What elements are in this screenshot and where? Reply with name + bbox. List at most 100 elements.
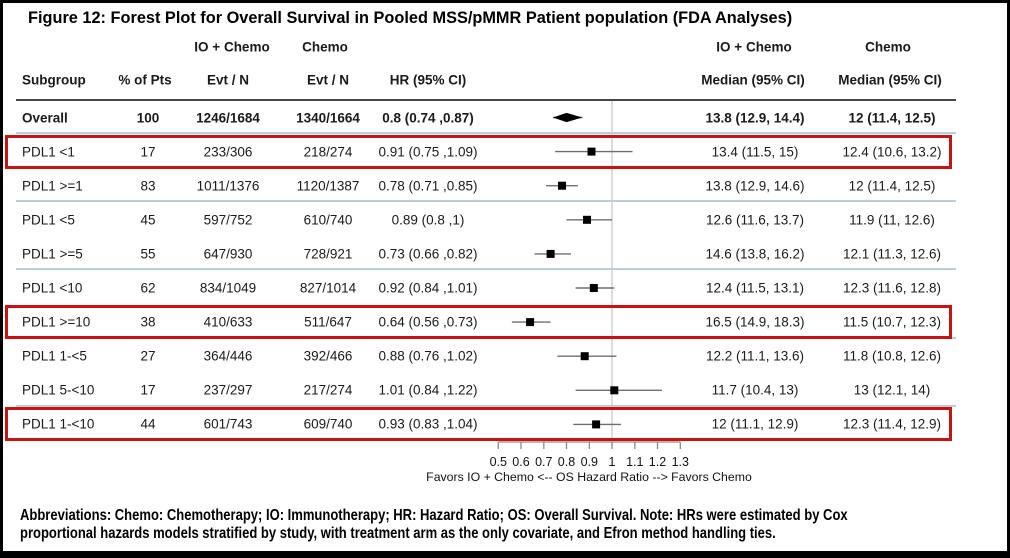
row-separator — [16, 200, 956, 203]
median-chemo-value: 11.9 (11, 12.6) — [849, 212, 935, 228]
median-chemo-value: 13 (12.1, 14) — [853, 382, 931, 398]
subgroup-label: PDL1 >=10 — [22, 314, 91, 330]
subgroup-label: PDL1 <1 — [22, 144, 75, 160]
hr-value: 0.8 (0.74 ,0.87) — [382, 110, 474, 125]
hr-value: 1.01 (0.84 ,1.22) — [378, 382, 478, 398]
axis-tick-label: 0.5 — [490, 455, 507, 469]
pct-value: 44 — [140, 416, 156, 432]
median-io-value: 12.4 (11.5, 13.1) — [705, 280, 805, 296]
evt-chemo-value: 511/647 — [304, 314, 352, 330]
subgroup-label: PDL1 1-<10 — [22, 416, 95, 432]
median-chemo-value: 12 (11.4, 12.5) — [848, 178, 936, 194]
evt-chemo-value: 218/274 — [303, 144, 353, 160]
median-io-value: 14.6 (13.8, 16.2) — [705, 246, 805, 262]
median-io-value: 11.7 (10.4, 13) — [711, 382, 799, 398]
evt-io-value: 1246/1684 — [196, 110, 260, 125]
evt-io-value: 1011/1376 — [196, 178, 260, 194]
figure-title: Figure 12: Forest Plot for Overall Survi… — [28, 8, 793, 27]
subgroup-label: PDL1 <5 — [22, 212, 75, 228]
column-header-median-chemo: Median (95% CI) — [838, 72, 942, 88]
axis-tick-label: 0.8 — [558, 455, 575, 469]
evt-io-value: 237/297 — [203, 382, 253, 398]
evt-chemo-value: 217/274 — [303, 382, 353, 398]
row-separator — [16, 336, 956, 339]
subgroup-label: PDL1 >=1 — [22, 178, 83, 194]
column-header-median-io: Median (95% CI) — [701, 72, 805, 88]
axis-tick-label: 1.3 — [672, 455, 689, 469]
column-header-evt-io: Evt / N — [206, 72, 250, 88]
subgroup-label: PDL1 <10 — [22, 280, 83, 296]
hr-value: 0.93 (0.83 ,1.04) — [378, 416, 478, 432]
pct-value: 62 — [140, 280, 156, 296]
axis-tick-label: 1.1 — [626, 455, 643, 469]
pct-value: 55 — [140, 246, 156, 262]
evt-io-value: 233/306 — [203, 144, 253, 160]
subgroup-label: Overall — [22, 110, 68, 125]
forest-marker — [587, 147, 596, 156]
evt-chemo-value: 392/466 — [303, 348, 353, 364]
evt-io-value: 597/752 — [203, 212, 253, 228]
pct-value: 38 — [140, 314, 156, 330]
hr-value: 0.91 (0.75 ,1.09) — [378, 144, 478, 160]
hr-value: 0.64 (0.56 ,0.73) — [378, 314, 478, 330]
median-chemo-value: 12.4 (10.6, 13.2) — [842, 144, 942, 160]
hr-value: 0.78 (0.71 ,0.85) — [378, 178, 478, 194]
axis-tick-label: 0.6 — [512, 455, 529, 469]
pct-value: 100 — [136, 110, 160, 125]
group-header-io-chemo-left: IO + Chemo — [194, 39, 270, 55]
evt-chemo-value: 1120/1387 — [296, 178, 360, 194]
row-separator — [16, 132, 956, 134]
forest-marker — [546, 249, 555, 258]
axis-caption: Favors IO + Chemo <-- OS Hazard Ratio --… — [426, 470, 752, 484]
median-chemo-value: 12.3 (11.6, 12.8) — [842, 280, 942, 296]
median-chemo-value: 12.1 (11.3, 12.6) — [842, 246, 942, 262]
axis-tick-label: 1.2 — [649, 455, 666, 469]
median-io-value: 12 (11.1, 12.9) — [711, 416, 799, 432]
pct-value: 45 — [140, 212, 156, 228]
median-io-value: 13.4 (11.5, 15) — [711, 144, 799, 160]
subgroup-label: PDL1 >=5 — [22, 246, 83, 262]
group-header-io-chemo-right: IO + Chemo — [716, 39, 792, 55]
pct-value: 17 — [140, 144, 156, 160]
median-chemo-value: 11.5 (10.7, 12.3) — [842, 314, 942, 330]
median-io-value: 12.6 (11.6, 13.7) — [705, 212, 805, 228]
median-io-value: 13.8 (12.9, 14.4) — [705, 110, 805, 125]
evt-chemo-value: 827/1014 — [299, 280, 357, 296]
hr-value: 0.89 (0.8 ,1) — [391, 212, 465, 228]
forest-marker — [583, 215, 591, 224]
column-header-subgroup: Subgroup — [22, 72, 86, 88]
evt-io-value: 601/743 — [203, 416, 253, 432]
hr-value: 0.88 (0.76 ,1.02) — [378, 348, 478, 364]
hr-value: 0.92 (0.84 ,1.01) — [378, 280, 478, 296]
overall-diamond — [552, 112, 583, 123]
column-header-pct: % of Pts — [118, 72, 172, 88]
column-header-evt-chemo: Evt / N — [306, 72, 350, 88]
subgroup-label: PDL1 5-<10 — [22, 382, 95, 398]
axis-tick-label: 1 — [609, 455, 616, 469]
forest-marker — [580, 352, 589, 361]
pct-value: 27 — [140, 348, 156, 364]
evt-io-value: 834/1049 — [199, 280, 257, 296]
pct-value: 17 — [140, 382, 156, 398]
median-chemo-value: 12.3 (11.4, 12.9) — [842, 416, 942, 432]
axis-tick-label: 0.7 — [535, 455, 552, 469]
forest-marker — [526, 318, 535, 327]
forest-marker — [610, 386, 619, 395]
median-chemo-value: 11.8 (10.8, 12.6) — [842, 348, 942, 364]
evt-chemo-value: 609/740 — [303, 416, 353, 432]
evt-chemo-value: 1340/1664 — [296, 110, 360, 125]
footnote-line-2: proportional hazards models stratified b… — [20, 525, 776, 542]
row-separator — [16, 268, 956, 271]
median-io-value: 16.5 (14.9, 18.3) — [705, 314, 805, 330]
group-header-chemo-left: Chemo — [302, 39, 348, 55]
subgroup-label: PDL1 1-<5 — [22, 348, 87, 364]
axis-tick-label: 0.9 — [581, 455, 598, 469]
pct-value: 83 — [140, 178, 156, 194]
forest-marker — [592, 420, 601, 429]
median-io-value: 12.2 (11.1, 13.6) — [705, 348, 805, 364]
evt-io-value: 647/930 — [203, 246, 253, 262]
group-header-chemo-right: Chemo — [865, 39, 911, 55]
forest-marker — [589, 284, 598, 292]
footnote-line-1: Abbreviations: Chemo: Chemotherapy; IO: … — [20, 507, 848, 524]
